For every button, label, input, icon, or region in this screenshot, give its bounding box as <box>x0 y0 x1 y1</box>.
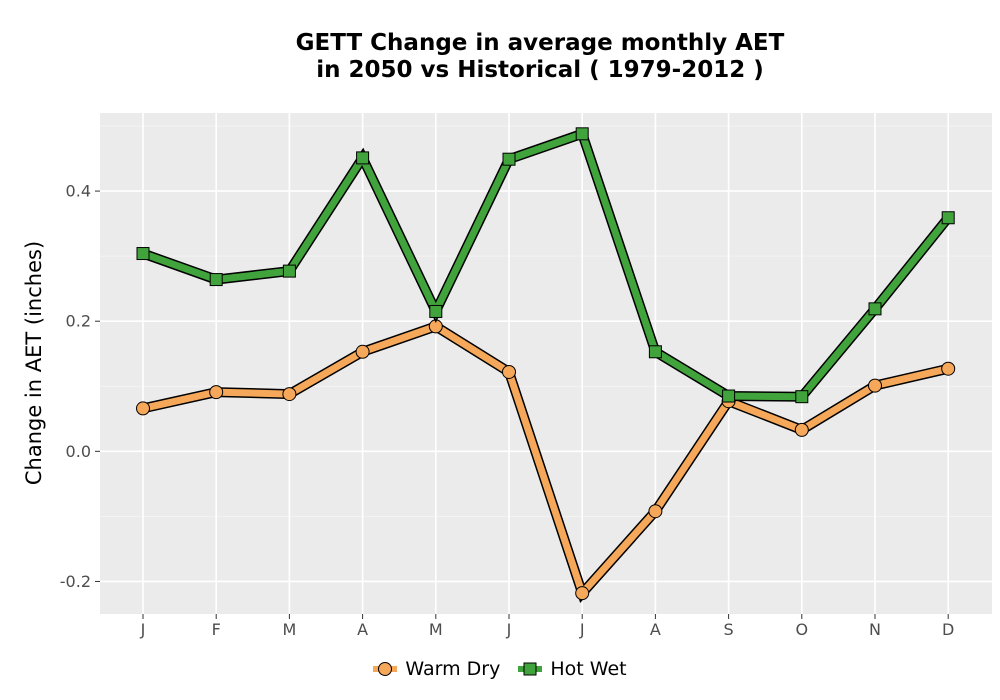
data-point <box>722 389 736 403</box>
y-tick-label: 0.2 <box>66 312 91 331</box>
data-point <box>356 151 370 165</box>
x-tick-label: J <box>506 620 512 639</box>
circle-marker-icon <box>373 662 398 676</box>
y-axis-title: Change in AET (inches) <box>22 241 46 485</box>
data-point <box>941 211 955 225</box>
series-warm-dry <box>136 319 956 603</box>
x-tick-label: D <box>942 620 954 639</box>
x-tick-label: M <box>282 620 296 639</box>
series-hot-wet <box>136 127 955 404</box>
x-tick-label: A <box>650 620 661 639</box>
legend-item-hot-wet: Hot Wet <box>518 658 627 680</box>
data-point <box>502 364 516 379</box>
data-point <box>575 127 589 141</box>
data-point <box>648 345 662 359</box>
plot-panel <box>100 113 992 614</box>
y-tick-label: -0.2 <box>60 572 91 591</box>
x-tick-label: N <box>869 620 881 639</box>
data-point <box>209 273 223 287</box>
data-point <box>136 247 150 261</box>
y-tick-label: 0.0 <box>66 442 91 461</box>
chart-title: GETT Change in average monthly AET in 20… <box>295 30 785 83</box>
legend-label-hot-wet: Hot Wet <box>550 658 627 680</box>
legend: Warm Dry Hot Wet <box>0 658 1000 684</box>
x-tick-label: F <box>212 620 221 639</box>
data-point <box>794 422 809 437</box>
series-layer <box>136 127 956 603</box>
legend-item-warm-dry: Warm Dry <box>373 658 500 680</box>
x-tick-label: S <box>724 620 734 639</box>
major-gridlines <box>100 113 992 614</box>
y-tick-label: 0.4 <box>66 182 91 201</box>
data-point <box>136 401 150 416</box>
x-tick-label: J <box>579 620 585 639</box>
data-point <box>648 504 663 519</box>
x-tick-label: J <box>140 620 146 639</box>
x-tick-label: A <box>357 620 368 639</box>
data-point <box>502 152 516 166</box>
data-point <box>282 387 297 402</box>
legend-label-warm-dry: Warm Dry <box>405 658 501 680</box>
data-point <box>575 586 590 601</box>
y-axis: -0.2 0.0 0.2 0.4 <box>60 182 100 591</box>
data-point <box>941 361 956 376</box>
data-point <box>209 385 224 400</box>
series-line <box>142 322 949 601</box>
data-point <box>429 304 443 318</box>
x-tick-label: M <box>429 620 443 639</box>
data-point <box>868 302 882 316</box>
x-tick-label: O <box>796 620 809 639</box>
data-point <box>355 344 370 359</box>
data-point <box>868 378 882 393</box>
data-point <box>795 390 809 404</box>
data-point <box>282 264 296 278</box>
series-line <box>141 129 951 401</box>
square-marker-icon <box>518 662 543 676</box>
minor-gridlines <box>100 125 992 517</box>
